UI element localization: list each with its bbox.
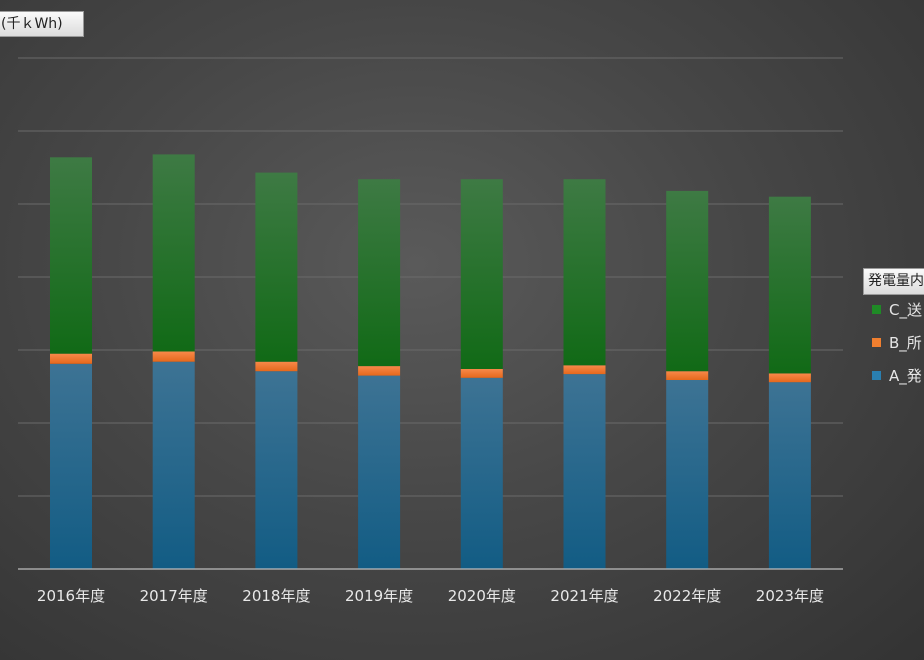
x-tick-label: 2022年度 bbox=[653, 587, 721, 605]
bar-b-2016年度 bbox=[50, 353, 92, 364]
bar-b-2018年度 bbox=[255, 361, 298, 372]
bar-b-2017年度 bbox=[152, 351, 195, 362]
x-tick-label: 2021年度 bbox=[550, 587, 618, 605]
legend-label-a: A_発 bbox=[889, 367, 922, 385]
legend-swatch-b bbox=[872, 338, 881, 347]
bar-a-2017年度 bbox=[152, 361, 195, 569]
bar-c-2023年度 bbox=[768, 196, 811, 374]
legend-swatch-c bbox=[872, 305, 881, 314]
bar-b-2020年度 bbox=[460, 369, 503, 378]
bar-a-2020年度 bbox=[460, 377, 503, 569]
legend-swatch-a bbox=[872, 371, 881, 380]
legend-title: 発電量内訳 bbox=[863, 268, 924, 295]
legend-label-b: B_所 bbox=[889, 334, 922, 352]
bar-a-2023年度 bbox=[768, 382, 811, 569]
x-tick-label: 2023年度 bbox=[756, 587, 824, 605]
bar-a-2016年度 bbox=[50, 363, 92, 569]
bar-c-2021年度 bbox=[563, 179, 606, 366]
bar-c-2016年度 bbox=[50, 157, 92, 354]
x-tick-label: 2020年度 bbox=[448, 587, 516, 605]
bar-b-2021年度 bbox=[563, 365, 606, 375]
gridlines bbox=[18, 57, 843, 497]
bar-b-2023年度 bbox=[768, 373, 811, 383]
bar-c-2017年度 bbox=[152, 154, 195, 352]
bar-a-2018年度 bbox=[255, 371, 298, 569]
bar-b-2019年度 bbox=[358, 366, 401, 376]
legend-label-c: C_送 bbox=[889, 301, 922, 319]
legend-item-c: C_送 bbox=[872, 300, 924, 320]
x-tick-label: 2016年度 bbox=[37, 587, 105, 605]
legend-item-a: A_発 bbox=[872, 366, 924, 386]
x-tick-label: 2018年度 bbox=[242, 587, 310, 605]
x-axis-tick-labels: 2016年度 2017年度 2018年度 2019年度 2020年度 2021年度 2022… bbox=[37, 587, 824, 605]
bar-c-2022年度 bbox=[666, 190, 709, 372]
bar-a-2019年度 bbox=[358, 375, 401, 569]
bar-a-2022年度 bbox=[666, 379, 709, 569]
bar-c-2019年度 bbox=[358, 179, 401, 367]
unit-label: (千ｋWh) bbox=[0, 11, 84, 37]
x-tick-label: 2017年度 bbox=[140, 587, 208, 605]
legend-item-b: B_所 bbox=[872, 333, 924, 353]
bar-c-2018年度 bbox=[255, 172, 298, 362]
bars bbox=[50, 154, 811, 569]
bar-c-2020年度 bbox=[460, 179, 503, 369]
bar-b-2022年度 bbox=[666, 371, 709, 380]
x-tick-label: 2019年度 bbox=[345, 587, 413, 605]
bar-a-2021年度 bbox=[563, 374, 606, 569]
